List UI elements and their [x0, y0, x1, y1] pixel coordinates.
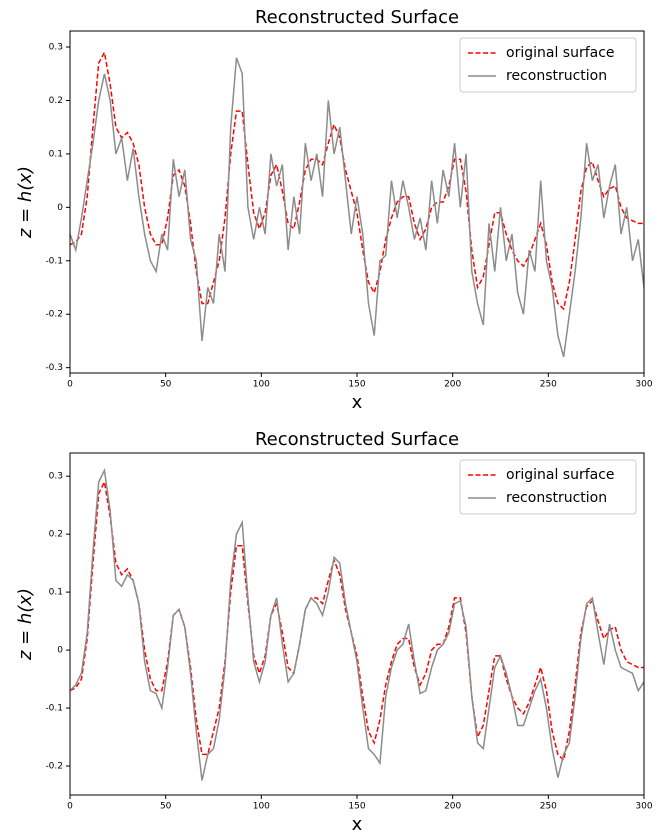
y-tick-label: -0.1: [45, 704, 63, 714]
y-tick-label: 0.2: [49, 530, 63, 540]
series-line: [70, 57, 644, 358]
x-tick-label: 150: [348, 802, 365, 812]
y-tick-label: 0.1: [49, 588, 63, 598]
series-line: [70, 479, 644, 762]
x-tick-label: 50: [160, 802, 172, 812]
x-tick-label: 0: [67, 380, 73, 390]
x-tick-label: 200: [444, 380, 461, 390]
chart-title: Reconstructed Surface: [255, 429, 459, 450]
x-tick-label: 100: [253, 802, 270, 812]
x-axis-label: x: [352, 814, 363, 835]
x-tick-label: 300: [635, 802, 652, 812]
y-tick-label: -0.2: [45, 762, 63, 772]
y-tick-label: 0: [57, 646, 63, 656]
legend-label: reconstruction: [506, 68, 607, 84]
x-tick-label: 300: [635, 380, 652, 390]
x-tick-label: 250: [540, 380, 557, 390]
x-tick-label: 250: [540, 802, 557, 812]
y-axis-label: z = h(x): [15, 166, 36, 239]
x-tick-label: 100: [253, 380, 270, 390]
legend-box: [459, 459, 637, 515]
y-tick-label: -0.3: [45, 363, 63, 373]
y-tick-label: 0: [57, 203, 63, 213]
y-tick-label: 0.2: [49, 96, 63, 106]
y-tick-label: -0.1: [45, 256, 63, 266]
x-tick-label: 0: [67, 802, 73, 812]
legend-label: original surface: [506, 467, 615, 483]
y-axis-label: z = h(x): [15, 588, 36, 661]
y-tick-label: 0.3: [49, 472, 63, 482]
y-tick-label: 0.3: [49, 43, 63, 53]
y-tick-label: 0.1: [49, 149, 63, 159]
legend-label: reconstruction: [506, 490, 607, 506]
chart-title: Reconstructed Surface: [255, 7, 459, 28]
series-line: [70, 50, 644, 311]
series-line: [70, 467, 644, 781]
legend-label: original surface: [506, 45, 615, 61]
y-tick-label: -0.2: [45, 310, 63, 320]
x-tick-label: 200: [444, 802, 461, 812]
x-tick-label: 50: [160, 380, 172, 390]
legend-box: [459, 37, 637, 93]
x-axis-label: x: [352, 392, 363, 413]
x-tick-label: 150: [348, 380, 365, 390]
